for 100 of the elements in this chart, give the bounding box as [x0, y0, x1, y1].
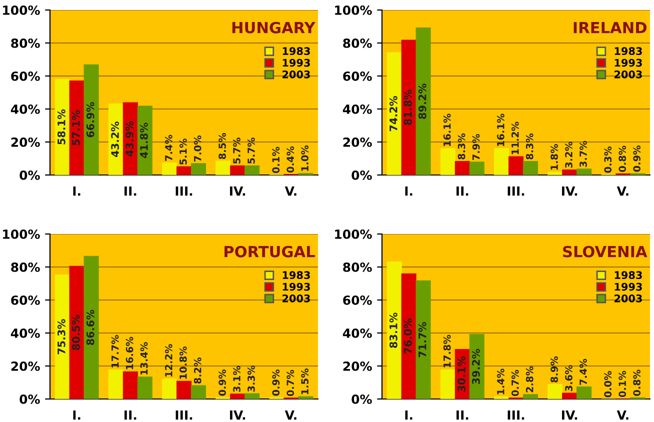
y-tick-label: 80% — [11, 38, 40, 48]
y-tick-label: 20% — [11, 137, 40, 147]
text: IRELAND — [574, 22, 647, 34]
y-tick-label: 60% — [11, 71, 40, 81]
x-tick-label: III. — [508, 186, 524, 196]
legend-label: 1983 — [614, 271, 642, 280]
data-label: 0.4% — [286, 146, 294, 173]
data-label: 10.8% — [179, 346, 187, 379]
data-label: 8.3% — [526, 133, 534, 160]
data-label: 0.8% — [618, 146, 626, 172]
x-tick-label: I. — [73, 186, 80, 196]
legend-label: 2003 — [614, 70, 642, 78]
data-label: 0.9% — [218, 370, 226, 396]
data-label: 8.5% — [218, 133, 226, 160]
legend-label: 1993 — [282, 58, 310, 67]
data-label: 17.7% — [111, 335, 119, 368]
data-label: 7.9% — [472, 134, 480, 160]
data-label: 43.2% — [111, 122, 119, 157]
data-label: 7.4% — [164, 134, 172, 161]
data-label: 3.1% — [233, 366, 240, 392]
data-label: 2.8% — [526, 366, 534, 392]
y-tick-label: 20% — [11, 361, 40, 371]
data-label: 8.3% — [458, 133, 466, 160]
legend-label: 2003 — [282, 70, 310, 78]
y-tick-label: 80% — [343, 262, 372, 272]
data-label: 58.1% — [57, 109, 66, 144]
y-tick-label: 0% — [352, 170, 372, 180]
y-tick-label: 60% — [11, 295, 40, 305]
x-tick-label: IV. — [562, 186, 578, 196]
y-tick-label: 0% — [352, 394, 372, 404]
x-tick-label: II. — [456, 410, 468, 420]
text: HUNGARY — [232, 22, 316, 34]
y-tick-label: 40% — [10, 328, 40, 338]
x-tick-label: II. — [124, 410, 136, 420]
x-tick-label: V. — [284, 410, 296, 420]
data-label: 8.2% — [194, 357, 202, 384]
y-tick-label: 20% — [343, 137, 372, 147]
data-label: 86.6% — [86, 310, 94, 345]
data-label: 5.1% — [179, 138, 187, 165]
data-label: 0.0% — [604, 371, 612, 398]
data-label: 80.5% — [72, 314, 80, 350]
x-tick-label: IV. — [230, 186, 246, 196]
x-tick-label: V. — [616, 186, 628, 196]
data-label: 0.3% — [604, 146, 612, 173]
x-tick-label: III. — [508, 410, 524, 420]
x-tick-label: III. — [176, 186, 192, 196]
y-tick-label: 60% — [343, 71, 372, 81]
x-tick-label: IV. — [562, 410, 578, 420]
data-label: 1.0% — [301, 145, 308, 171]
data-label: 5.7% — [248, 138, 255, 164]
y-tick-label: 80% — [11, 262, 40, 272]
data-label: 39.2% — [472, 348, 480, 384]
legend-label: 1993 — [282, 282, 310, 291]
data-label: 0.9% — [272, 370, 280, 396]
data-label: 71.7% — [418, 322, 426, 358]
legend-label: 2003 — [614, 294, 642, 302]
data-label: 13.4% — [140, 342, 148, 374]
legend-label: 2003 — [282, 294, 310, 302]
data-label: 0.1% — [618, 370, 626, 398]
y-tick-label: 60% — [343, 295, 372, 305]
data-label: 81.8% — [404, 90, 412, 125]
text: SLOVENIA — [563, 246, 648, 258]
y-tick-label: 40% — [342, 328, 372, 338]
data-label: 8.9% — [550, 356, 558, 382]
y-tick-label: 40% — [10, 104, 40, 114]
text: PORTUGAL — [224, 246, 315, 258]
data-label: 30.1% — [458, 356, 466, 392]
data-label: 1.8% — [550, 144, 558, 170]
data-label: 3.2% — [565, 142, 572, 168]
data-label: 11.2% — [511, 122, 519, 154]
data-label: 75.3% — [57, 319, 66, 354]
y-tick-label: 20% — [343, 361, 372, 371]
data-label: 12.2% — [164, 344, 172, 376]
x-tick-label: I. — [405, 410, 412, 420]
data-label: 1.4% — [496, 368, 504, 394]
legend-label: 1993 — [614, 282, 642, 291]
data-label: 3.3% — [248, 366, 255, 392]
y-tick-label: 0% — [20, 170, 40, 180]
data-label: 16.6% — [126, 336, 134, 370]
y-tick-label: 0% — [20, 394, 40, 404]
data-label: 17.8% — [443, 334, 451, 368]
data-label: 57.1% — [72, 110, 80, 146]
data-label: 1.5% — [301, 368, 308, 394]
legend-label: 1993 — [614, 58, 642, 67]
y-tick-label: 100% — [335, 5, 372, 15]
y-tick-label: 100% — [335, 229, 372, 239]
x-tick-label: II. — [456, 186, 468, 196]
data-label: 3.6% — [565, 365, 572, 392]
legend-label: 1983 — [282, 47, 310, 56]
data-label: 74.2% — [389, 96, 398, 132]
data-label: 41.8% — [140, 122, 148, 158]
data-label: 0.1% — [272, 146, 280, 174]
data-label: 66.9% — [86, 102, 94, 138]
y-tick-label: 40% — [342, 104, 372, 114]
data-label: 89.2% — [418, 84, 426, 119]
x-tick-label: I. — [73, 410, 80, 420]
data-label: 43.9% — [126, 121, 134, 156]
data-label: 7.0% — [194, 135, 202, 162]
data-label: 16.1% — [443, 114, 451, 146]
x-tick-label: V. — [616, 410, 628, 420]
